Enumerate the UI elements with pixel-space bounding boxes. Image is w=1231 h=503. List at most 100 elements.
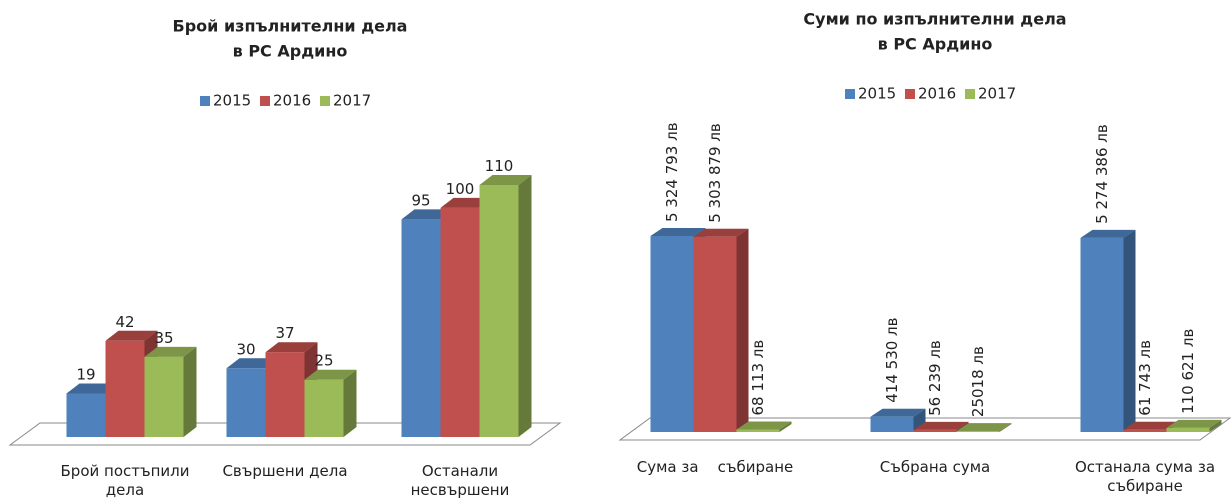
value-label: 25018 лв xyxy=(969,346,987,417)
bar-side-shade xyxy=(343,369,357,437)
bar-top-shade xyxy=(650,228,706,236)
bar-top xyxy=(870,408,926,417)
bar-top xyxy=(956,423,1012,432)
bar-front xyxy=(479,185,519,437)
bar-front xyxy=(105,340,145,437)
legend-label: 2017 xyxy=(978,85,1016,103)
bar-side-shade xyxy=(999,423,1012,432)
legend-label: 2016 xyxy=(918,85,956,103)
category-label: Свършени дела xyxy=(222,462,348,480)
bar-side xyxy=(779,421,792,432)
bar-top xyxy=(736,421,792,430)
category-label: Брой постъпили дела xyxy=(60,462,195,499)
chart-title: Суми по изпълнителни дела xyxy=(803,10,1066,29)
bar-front xyxy=(401,219,441,437)
bar-top-shade xyxy=(304,369,357,380)
bar-top-shade xyxy=(265,342,318,353)
bar-top-shade xyxy=(736,421,792,430)
bar-top-shade xyxy=(479,175,532,185)
bar-side xyxy=(1123,229,1136,432)
bar-top xyxy=(479,175,532,185)
bar-top-shade xyxy=(956,423,1012,432)
value-label: 110 xyxy=(485,157,514,175)
bar-top xyxy=(1166,419,1222,428)
chart-title: Брой изпълнителни дела xyxy=(173,17,408,36)
legend-label: 2016 xyxy=(273,92,311,110)
bar-front xyxy=(956,431,1000,432)
bar-side xyxy=(913,408,926,432)
bar-top-shade xyxy=(913,421,969,430)
value-label: 5 274 386 лв xyxy=(1093,124,1111,224)
category-label: Събрана сума xyxy=(879,458,991,476)
bar-top xyxy=(650,228,706,236)
bar-top-shade xyxy=(105,330,158,341)
category-label: Останали несвършени дела xyxy=(410,462,510,503)
bar-front xyxy=(440,207,480,437)
value-label: 42 xyxy=(115,313,134,331)
bar-front xyxy=(870,416,914,432)
bar-front xyxy=(1123,429,1167,432)
bar-top xyxy=(1080,229,1136,238)
value-label: 100 xyxy=(446,180,475,198)
bar-side xyxy=(183,346,197,437)
bar-front xyxy=(693,236,737,432)
bar-top xyxy=(144,346,197,357)
chart-title: в РС Ардино xyxy=(878,35,993,54)
bar xyxy=(1080,229,1136,432)
bar xyxy=(479,175,532,437)
bar-side xyxy=(999,423,1012,432)
bar-side-shade xyxy=(1123,229,1136,432)
bar-front xyxy=(913,429,957,432)
bar-top xyxy=(913,421,969,430)
bar-top-shade xyxy=(1123,421,1179,430)
bar-side xyxy=(736,228,749,432)
bar xyxy=(736,421,792,432)
value-label: 35 xyxy=(154,329,173,347)
bar-front xyxy=(1080,237,1124,432)
bar-side-shade xyxy=(183,346,197,437)
value-label: 25 xyxy=(314,352,333,370)
bar-side-shade xyxy=(913,408,926,432)
chart-title: в РС Ардино xyxy=(233,42,348,61)
bar-top-shade xyxy=(1080,229,1136,238)
bar-top xyxy=(105,330,158,341)
value-label: 110 621 лв xyxy=(1179,329,1197,414)
legend-swatch xyxy=(260,96,270,106)
bar xyxy=(144,346,197,437)
legend-swatch xyxy=(200,96,210,106)
legend-swatch xyxy=(845,89,855,99)
legend-label: 2017 xyxy=(333,92,371,110)
bar-front xyxy=(66,393,106,437)
value-label: 30 xyxy=(236,340,255,358)
value-label: 68 113 лв xyxy=(749,340,767,416)
value-label: 5 324 793 лв xyxy=(663,122,681,222)
value-label: 5 303 879 лв xyxy=(706,123,724,223)
legend-swatch xyxy=(320,96,330,106)
bar-side xyxy=(343,369,357,437)
legend-label: 2015 xyxy=(858,85,896,103)
value-label: 19 xyxy=(76,365,95,383)
value-label: 95 xyxy=(411,191,430,209)
legend-swatch xyxy=(965,89,975,99)
category-label: Останала сума за събиране xyxy=(1074,458,1220,495)
value-label: 61 743 лв xyxy=(1136,340,1154,416)
bar-front xyxy=(265,352,305,437)
value-label: 37 xyxy=(275,324,294,342)
bar-front xyxy=(650,236,694,432)
bar-top-shade xyxy=(870,408,926,417)
bar-top xyxy=(265,342,318,353)
legend-swatch xyxy=(905,89,915,99)
value-label: 56 239 лв xyxy=(926,340,944,416)
bar-top-shade xyxy=(693,228,749,237)
bar-top-shade xyxy=(1166,419,1222,428)
bar xyxy=(956,423,1012,432)
bar-top xyxy=(304,369,357,380)
bar-side-shade xyxy=(1209,419,1222,432)
category-label: Сума за събиране xyxy=(636,458,794,476)
value-label: 414 530 лв xyxy=(883,318,901,403)
bar xyxy=(870,408,926,432)
bar-top xyxy=(1123,421,1179,430)
bar-front xyxy=(304,379,344,437)
